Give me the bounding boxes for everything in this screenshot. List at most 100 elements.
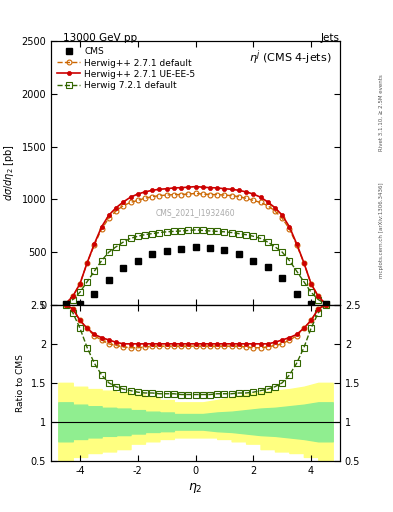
CMS bbox=[193, 244, 198, 250]
Herwig++ 2.7.1 UE-EE-5 bbox=[63, 301, 68, 307]
Text: 13000 GeV pp: 13000 GeV pp bbox=[63, 33, 137, 44]
Herwig++ 2.7.1 default bbox=[92, 242, 97, 248]
Herwig++ 2.7.1 default bbox=[70, 293, 75, 300]
Herwig++ 2.7.1 default bbox=[85, 260, 90, 266]
Herwig++ 2.7.1 default bbox=[193, 190, 198, 197]
Herwig++ 2.7.1 UE-EE-5 bbox=[244, 189, 248, 195]
Herwig++ 2.7.1 default bbox=[208, 191, 212, 198]
Herwig 7.2.1 default bbox=[280, 249, 285, 255]
Herwig++ 2.7.1 default bbox=[273, 208, 277, 214]
Herwig 7.2.1 default bbox=[294, 268, 299, 274]
Herwig++ 2.7.1 default bbox=[164, 192, 169, 198]
Herwig 7.2.1 default bbox=[157, 229, 162, 236]
Herwig++ 2.7.1 default bbox=[222, 192, 227, 198]
Herwig 7.2.1 default bbox=[99, 258, 104, 264]
Herwig++ 2.7.1 UE-EE-5 bbox=[78, 281, 83, 287]
Herwig++ 2.7.1 default bbox=[143, 195, 147, 201]
Herwig 7.2.1 default bbox=[287, 258, 292, 264]
Herwig 7.2.1 default bbox=[171, 228, 176, 234]
Herwig++ 2.7.1 UE-EE-5 bbox=[258, 194, 263, 200]
Text: Jets: Jets bbox=[321, 33, 340, 44]
Herwig 7.2.1 default bbox=[301, 279, 306, 285]
Herwig 7.2.1 default bbox=[309, 289, 314, 295]
Herwig 7.2.1 default bbox=[222, 229, 227, 235]
Herwig++ 2.7.1 UE-EE-5 bbox=[208, 185, 212, 191]
CMS bbox=[309, 301, 314, 307]
Herwig 7.2.1 default bbox=[70, 296, 75, 303]
Herwig 7.2.1 default bbox=[244, 231, 248, 238]
Herwig 7.2.1 default bbox=[135, 233, 140, 239]
Herwig++ 2.7.1 UE-EE-5 bbox=[157, 186, 162, 193]
Herwig++ 2.7.1 UE-EE-5 bbox=[323, 301, 328, 307]
Herwig 7.2.1 default bbox=[215, 228, 220, 234]
Herwig++ 2.7.1 default bbox=[99, 226, 104, 232]
Herwig++ 2.7.1 UE-EE-5 bbox=[280, 212, 285, 218]
Herwig++ 2.7.1 default bbox=[215, 191, 220, 198]
Herwig 7.2.1 default bbox=[193, 227, 198, 233]
Herwig++ 2.7.1 UE-EE-5 bbox=[70, 293, 75, 300]
CMS bbox=[222, 247, 227, 253]
Herwig++ 2.7.1 default bbox=[251, 197, 256, 203]
Herwig++ 2.7.1 default bbox=[171, 191, 176, 198]
Text: mcplots.cern.ch [arXiv:1306.3436]: mcplots.cern.ch [arXiv:1306.3436] bbox=[379, 183, 384, 278]
Herwig 7.2.1 default bbox=[208, 228, 212, 234]
Herwig 7.2.1 default bbox=[265, 239, 270, 245]
Herwig 7.2.1 default bbox=[143, 231, 147, 238]
Herwig++ 2.7.1 default bbox=[309, 281, 314, 287]
Herwig++ 2.7.1 default bbox=[186, 191, 191, 197]
Herwig++ 2.7.1 UE-EE-5 bbox=[99, 224, 104, 230]
Herwig++ 2.7.1 UE-EE-5 bbox=[229, 186, 234, 193]
Herwig++ 2.7.1 default bbox=[287, 226, 292, 232]
Herwig++ 2.7.1 UE-EE-5 bbox=[171, 185, 176, 191]
Herwig 7.2.1 default bbox=[200, 227, 205, 233]
Herwig++ 2.7.1 default bbox=[244, 195, 248, 201]
Herwig++ 2.7.1 default bbox=[107, 215, 111, 221]
Herwig++ 2.7.1 UE-EE-5 bbox=[85, 260, 90, 266]
Herwig 7.2.1 default bbox=[258, 236, 263, 242]
Herwig 7.2.1 default bbox=[251, 233, 256, 239]
Herwig 7.2.1 default bbox=[128, 236, 133, 242]
Herwig++ 2.7.1 default bbox=[63, 301, 68, 307]
Herwig 7.2.1 default bbox=[114, 244, 118, 250]
Herwig++ 2.7.1 UE-EE-5 bbox=[107, 212, 111, 218]
CMS bbox=[63, 301, 68, 307]
Herwig 7.2.1 default bbox=[186, 227, 191, 233]
CMS bbox=[323, 301, 328, 307]
Herwig 7.2.1 default bbox=[150, 230, 154, 237]
Herwig++ 2.7.1 UE-EE-5 bbox=[215, 185, 220, 191]
Herwig++ 2.7.1 default bbox=[265, 203, 270, 209]
Herwig++ 2.7.1 UE-EE-5 bbox=[179, 185, 184, 191]
CMS bbox=[237, 251, 241, 257]
Herwig 7.2.1 default bbox=[63, 301, 68, 307]
Herwig++ 2.7.1 default bbox=[135, 197, 140, 203]
CMS bbox=[121, 265, 126, 271]
Herwig 7.2.1 default bbox=[92, 268, 97, 274]
Line: CMS: CMS bbox=[62, 244, 329, 308]
Line: Herwig 7.2.1 default: Herwig 7.2.1 default bbox=[63, 227, 328, 307]
Herwig++ 2.7.1 UE-EE-5 bbox=[294, 241, 299, 247]
Herwig++ 2.7.1 UE-EE-5 bbox=[121, 199, 126, 205]
Herwig 7.2.1 default bbox=[179, 228, 184, 234]
Herwig 7.2.1 default bbox=[164, 229, 169, 235]
Legend: CMS, Herwig++ 2.7.1 default, Herwig++ 2.7.1 UE-EE-5, Herwig 7.2.1 default: CMS, Herwig++ 2.7.1 default, Herwig++ 2.… bbox=[55, 46, 197, 92]
Herwig++ 2.7.1 UE-EE-5 bbox=[114, 205, 118, 211]
CMS bbox=[92, 291, 97, 297]
Herwig++ 2.7.1 default bbox=[150, 194, 154, 200]
Herwig++ 2.7.1 default bbox=[237, 194, 241, 200]
CMS bbox=[107, 276, 111, 283]
Herwig 7.2.1 default bbox=[273, 244, 277, 250]
Herwig++ 2.7.1 UE-EE-5 bbox=[301, 260, 306, 266]
CMS bbox=[78, 301, 83, 307]
Herwig++ 2.7.1 default bbox=[316, 293, 321, 300]
Herwig++ 2.7.1 default bbox=[200, 191, 205, 197]
CMS bbox=[179, 246, 184, 252]
Herwig++ 2.7.1 UE-EE-5 bbox=[273, 205, 277, 211]
Herwig++ 2.7.1 UE-EE-5 bbox=[128, 194, 133, 200]
Herwig++ 2.7.1 default bbox=[114, 208, 118, 214]
Text: Rivet 3.1.10, ≥ 2.5M events: Rivet 3.1.10, ≥ 2.5M events bbox=[379, 74, 384, 151]
Herwig++ 2.7.1 UE-EE-5 bbox=[287, 224, 292, 230]
Herwig++ 2.7.1 default bbox=[323, 301, 328, 307]
Y-axis label: Ratio to CMS: Ratio to CMS bbox=[16, 354, 25, 412]
CMS bbox=[164, 248, 169, 254]
Herwig++ 2.7.1 default bbox=[280, 215, 285, 221]
